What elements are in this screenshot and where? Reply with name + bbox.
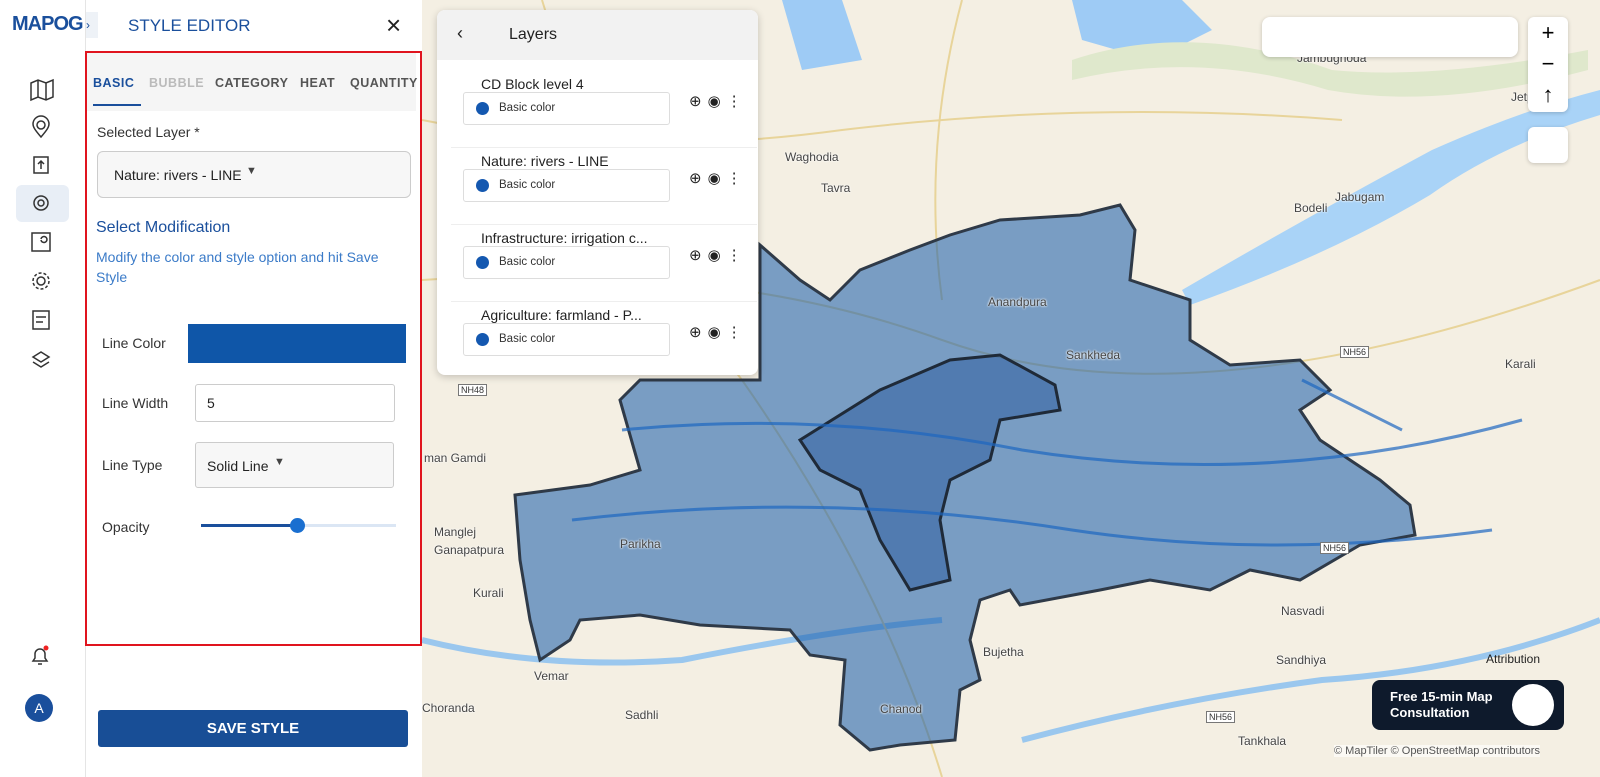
- slider-fill: [201, 524, 298, 527]
- place-label: Jabugam: [1335, 190, 1385, 204]
- place-label: Chorandа: [422, 701, 475, 715]
- type-select[interactable]: Solid Line ▼: [195, 442, 394, 488]
- avatar[interactable]: A: [25, 694, 53, 722]
- place-label: Sadhli: [625, 708, 659, 722]
- tab[interactable]: BASIC: [93, 76, 135, 90]
- input-value: 5: [207, 395, 215, 411]
- layer-name: Agriculture: farmland - P...: [481, 307, 642, 323]
- section-title: Select Modification: [96, 219, 231, 236]
- place-label: Bodeli: [1294, 201, 1328, 215]
- consultation-button[interactable]: Free 15-min Map Consultation: [1372, 680, 1564, 730]
- road-badge: NH56: [1206, 711, 1236, 723]
- color-option[interactable]: Basic color: [463, 169, 670, 202]
- highlight-box: [85, 51, 422, 646]
- road-badge: NH56: [1320, 542, 1350, 554]
- field-label: Line Type: [102, 457, 163, 473]
- place-label: Kurali: [473, 586, 504, 600]
- place-label: Bujetha: [983, 645, 1024, 659]
- tab-bar: [87, 53, 416, 111]
- layer-select[interactable]: Nature: rivers - LINE ▼: [97, 151, 411, 198]
- place-label: Chanod: [880, 702, 923, 716]
- field-label: Line Width: [102, 395, 169, 411]
- place-label: Parikha: [620, 537, 661, 551]
- layers-header: ‹ Layers: [437, 10, 758, 60]
- field-label: Opacity: [102, 519, 150, 535]
- color-option[interactable]: Basic color: [463, 92, 670, 125]
- color-option[interactable]: Basic color: [463, 323, 670, 356]
- layer-name: CD Block level 4: [481, 76, 584, 92]
- layer-actions[interactable]: ⊕◉⋮: [689, 247, 748, 264]
- locate-button[interactable]: [1528, 127, 1568, 163]
- rail-icons[interactable]: [28, 75, 58, 395]
- layer-name: Nature: rivers - LINE: [481, 153, 609, 169]
- layer-item[interactable]: Nature: rivers - LINE Basic color ⊕◉⋮: [451, 147, 757, 225]
- color-label: Basic color: [499, 102, 556, 114]
- select-value: Solid Line: [207, 458, 269, 474]
- width-input[interactable]: 5: [195, 384, 395, 422]
- collapse-toggle[interactable]: ›: [86, 12, 98, 38]
- icon-rail: MAPOG A: [0, 0, 86, 777]
- place-label: Nasvadi: [1281, 604, 1325, 618]
- place-label: Vemar: [534, 669, 569, 683]
- tab[interactable]: HEAT: [300, 76, 336, 90]
- layer-actions[interactable]: ⊕◉⋮: [689, 170, 748, 187]
- chat-icon[interactable]: [1512, 684, 1554, 726]
- place-label: man Gamdi: [424, 451, 487, 465]
- place-label: Karali: [1505, 357, 1536, 371]
- tab-indicator: [93, 104, 141, 106]
- road-badge: NH48: [458, 384, 488, 396]
- layer-item[interactable]: Infrastructure: irrigation c... Basic col…: [451, 224, 757, 302]
- layers-title: Layers: [509, 26, 558, 43]
- color-label: Basic color: [499, 179, 556, 191]
- attribution[interactable]: Attribution: [1486, 652, 1541, 666]
- layer-actions[interactable]: ⊕◉⋮: [689, 93, 748, 110]
- place-label: Manglej: [434, 525, 477, 539]
- field-label: Selected Layer *: [97, 124, 200, 140]
- tab[interactable]: CATEGORY: [215, 76, 289, 90]
- color-label: Basic color: [499, 256, 556, 268]
- tab[interactable]: BUBBLE: [149, 76, 205, 90]
- color-option[interactable]: Basic color: [463, 246, 670, 279]
- active-rail-item: [16, 185, 69, 222]
- road-badge: NH56: [1340, 346, 1370, 358]
- color-dot: [476, 179, 489, 192]
- save-button[interactable]: SAVE STYLE: [98, 710, 408, 747]
- layer-item[interactable]: Agriculture: farmland - P... Basic color ⊕…: [451, 301, 757, 375]
- map-toolbar[interactable]: [1262, 17, 1518, 57]
- consultation-text: Free 15-min Map Consultation: [1390, 689, 1493, 720]
- layer-item[interactable]: CD Block level 4 Basic color ⊕◉⋮: [451, 70, 757, 148]
- place-label: Ganapatpura: [434, 543, 505, 557]
- slider-thumb[interactable]: [290, 518, 305, 533]
- color-label: Basic color: [499, 333, 556, 345]
- map-canvas: [422, 0, 1600, 777]
- place-label: Tankhala: [1238, 734, 1287, 748]
- map[interactable]: Waghodia Tavra Bodeli Jabugam Anandpura Sankh…: [422, 0, 1600, 777]
- place-label: Waghodia: [785, 150, 839, 164]
- logo[interactable]: MAPOG: [12, 13, 84, 35]
- style-editor: › STYLE EDITOR × BASIC BUBBLE CATEGORY HEAT…: [85, 0, 422, 777]
- color-dot: [476, 333, 489, 346]
- place-label: Anandpura: [988, 295, 1047, 309]
- hint: Modify the color and style option and hi…: [96, 249, 379, 285]
- layer-name: Infrastructure: irrigation c...: [481, 230, 648, 246]
- layer-actions[interactable]: ⊕◉⋮: [689, 324, 748, 341]
- select-value: Nature: rivers - LINE: [114, 167, 242, 183]
- place-label: Sankheda: [1066, 348, 1121, 362]
- copyright: © MapTiler © OpenStreetMap contributors: [1334, 745, 1540, 757]
- place-label: Sandhiya: [1276, 653, 1327, 667]
- color-dot: [476, 256, 489, 269]
- close-button[interactable]: ×: [386, 10, 402, 40]
- notifications[interactable]: [30, 645, 50, 667]
- editor-title: STYLE EDITOR: [128, 16, 251, 35]
- place-label: Tavra: [821, 181, 851, 195]
- field-label: Line Color: [102, 335, 166, 351]
- color-swatch[interactable]: [188, 324, 406, 363]
- tab[interactable]: QUANTITY: [350, 76, 418, 90]
- layers-panel: ‹ Layers CD Block level 4 Basic color ⊕◉⋮ N…: [437, 10, 758, 375]
- back-button[interactable]: ‹: [457, 23, 463, 43]
- zoom-controls[interactable]: + − ↑: [1528, 17, 1568, 112]
- color-dot: [476, 102, 489, 115]
